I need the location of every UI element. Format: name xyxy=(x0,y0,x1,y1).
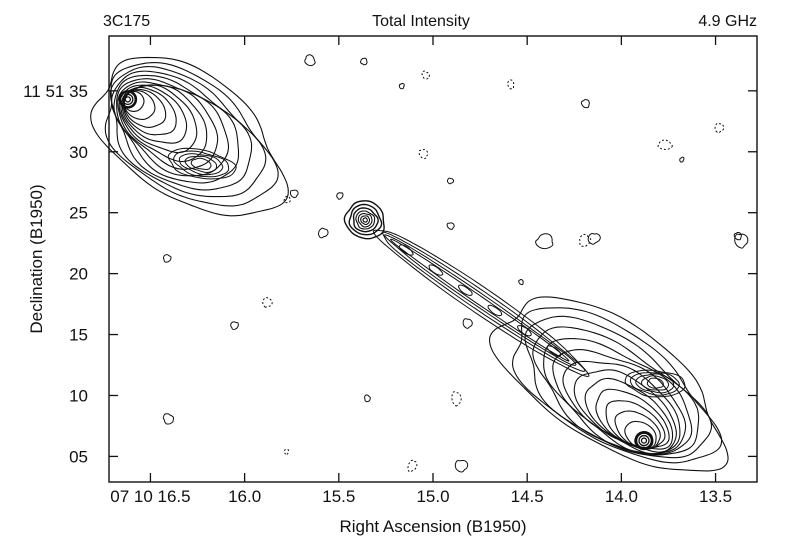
noise-contour xyxy=(535,233,554,250)
core-contour xyxy=(362,217,368,223)
noise-contour xyxy=(657,139,673,150)
y-tick-label: 05 xyxy=(69,447,88,466)
x-axis-title: Right Ascension (B1950) xyxy=(339,517,526,536)
south-lobe-inner-contour xyxy=(646,377,664,389)
noise-contour xyxy=(734,233,749,249)
noise-contour xyxy=(679,156,685,163)
north-lobe-inner-contour xyxy=(178,153,224,176)
x-tick-label: 16.0 xyxy=(228,487,261,506)
jet-knot-contour xyxy=(428,264,444,276)
x-tick-label: 14.0 xyxy=(605,487,638,506)
jet-contour xyxy=(384,234,577,366)
core-contour xyxy=(352,207,379,233)
north-hotspot-ring xyxy=(118,90,138,109)
north-lobe-contour xyxy=(116,78,230,177)
noise-contour xyxy=(336,192,344,200)
noise-contour xyxy=(733,231,742,241)
south-lobe-inner-contour xyxy=(629,372,680,396)
core-contour xyxy=(357,212,373,228)
noise-contour xyxy=(454,459,469,473)
north-lobe-contour xyxy=(120,84,198,154)
noise-contour xyxy=(230,321,239,331)
north-lobe-contour xyxy=(110,70,253,191)
south-lobe-inner-contour xyxy=(641,375,670,391)
north-lobe-contour xyxy=(113,74,240,184)
x-tick-label: 15.5 xyxy=(322,487,355,506)
x-tick-label: 15.0 xyxy=(416,487,449,506)
south-hotspot-ring xyxy=(638,434,650,447)
noise-contour xyxy=(304,54,316,67)
noise-contour xyxy=(364,394,371,403)
noise-contour xyxy=(451,391,462,407)
noise-contour xyxy=(407,459,418,473)
source-label: 3C175 xyxy=(103,13,150,30)
jet-knot-contour xyxy=(398,244,414,256)
contour-layer xyxy=(90,54,749,473)
north-lobe-inner-contour xyxy=(190,157,212,171)
noise-contour xyxy=(283,448,290,455)
y-tick-label: 10 xyxy=(69,386,88,405)
x-tick-label: 14.5 xyxy=(511,487,544,506)
noise-contour xyxy=(580,99,590,109)
noise-contour xyxy=(289,189,299,199)
x-axis: 07 10 16.5 16.0 15.5 15.0 14.5 14.0 13.5 xyxy=(110,36,732,506)
y-tick-label: 25 xyxy=(69,204,88,223)
noise-contour xyxy=(518,278,524,286)
noise-contour xyxy=(262,297,273,308)
north-lobe-inner-contour xyxy=(167,147,237,180)
north-hotspot-ring xyxy=(124,96,131,103)
jet-knot-contour xyxy=(517,325,532,337)
noise-contour xyxy=(587,232,601,245)
y-tick-label: 15 xyxy=(69,326,88,345)
x-tick-label: 07 10 16.5 xyxy=(110,487,190,506)
frequency-label: 4.9 GHz xyxy=(698,13,757,30)
jet-knot-contour xyxy=(487,304,503,317)
chart-title: Total Intensity xyxy=(372,13,470,30)
y-tick-label: 30 xyxy=(69,143,88,162)
south-lobe-inner-contour xyxy=(635,373,675,394)
noise-contour xyxy=(579,233,592,247)
south-lobe-contour xyxy=(573,369,677,453)
y-tick-label: 11 51 35 xyxy=(23,82,88,101)
south-lobe-contour xyxy=(562,360,681,455)
north-lobe-contour xyxy=(90,56,289,217)
noise-contour xyxy=(162,254,172,263)
jet-knot-contour xyxy=(458,284,473,296)
noise-contour xyxy=(283,195,291,204)
core-contour xyxy=(343,200,385,240)
noise-contour xyxy=(317,227,329,239)
y-axis-title: Declination (B1950) xyxy=(27,184,46,333)
noise-contour xyxy=(447,177,455,185)
south-lobe-inner-contour xyxy=(624,369,686,398)
north-hotspot-ring xyxy=(122,93,134,106)
south-hotspot-ring xyxy=(634,431,654,450)
noise-contour xyxy=(506,79,515,90)
north-lobe-inner-contour xyxy=(173,150,230,178)
noise-contour xyxy=(418,148,429,160)
y-tick-label: 20 xyxy=(69,265,88,284)
noise-contour xyxy=(714,122,725,134)
noise-contour xyxy=(162,413,175,425)
x-tick-label: 13.5 xyxy=(699,487,732,506)
y-axis: 11 51 35 30 25 20 15 10 05 xyxy=(23,82,757,466)
jet-contour xyxy=(390,238,570,362)
noise-contour xyxy=(359,57,368,66)
north-lobe-contour xyxy=(104,61,279,207)
north-lobe-contour xyxy=(123,88,167,128)
south-lobe-contour xyxy=(511,307,723,464)
core-contour xyxy=(348,203,383,236)
noise-contour xyxy=(421,70,430,80)
south-lobe-contour xyxy=(552,349,687,455)
noise-contour xyxy=(446,222,455,230)
noise-contour xyxy=(462,318,473,329)
core-contour xyxy=(360,215,371,226)
noise-contour xyxy=(398,82,405,90)
core-contour xyxy=(355,210,376,230)
south-hotspot-ring xyxy=(640,437,648,444)
south-lobe-contour xyxy=(489,296,729,472)
north-lobe-inner-contour xyxy=(184,155,218,173)
